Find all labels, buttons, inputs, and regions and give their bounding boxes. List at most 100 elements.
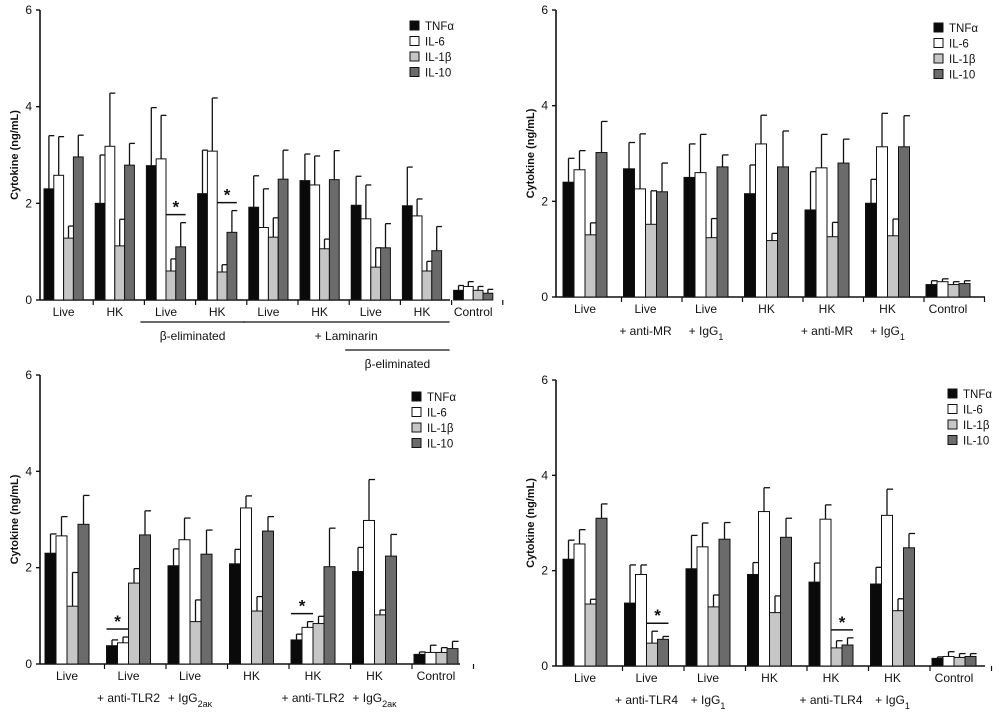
bar-il6 xyxy=(881,514,893,667)
bar-il10 xyxy=(656,191,668,298)
bar-il10 xyxy=(837,162,850,298)
y-tick-label: 0 xyxy=(541,290,548,304)
bar-il10 xyxy=(595,517,608,667)
legend-label-tnfa: TNFα xyxy=(963,389,992,401)
y-tick-label: 2 xyxy=(541,564,548,578)
bar-tnfa xyxy=(804,209,817,298)
bar-il10 xyxy=(903,547,915,667)
group-label-laminarin: + Laminarin xyxy=(315,329,378,343)
category-sublabel-igg1: + IgG1 xyxy=(875,693,910,711)
bar-il10 xyxy=(328,179,340,301)
category-label-hk: HK xyxy=(311,305,328,319)
bar-il1b xyxy=(319,248,330,301)
category-label-live: Live xyxy=(697,671,719,685)
bar-tnfa xyxy=(744,193,756,298)
bar-il1b xyxy=(128,582,140,665)
category-sublabel-igg2a: + IgG2aκ xyxy=(352,691,397,709)
bar-il6 xyxy=(360,218,372,301)
bar-tnfa xyxy=(683,176,696,298)
legend-swatch-tnfa xyxy=(947,388,958,399)
bar-il6 xyxy=(634,188,646,298)
bar-il1b xyxy=(472,289,484,301)
bar-tnfa xyxy=(562,558,575,667)
category-label-live: Live xyxy=(257,305,279,319)
bar-il6 xyxy=(942,655,955,667)
significance-star: * xyxy=(172,198,179,217)
group-label-eliminated: β-eliminated xyxy=(160,329,226,343)
legend-swatch-il1b xyxy=(409,51,420,62)
y-tick-label: 4 xyxy=(25,100,32,114)
bar-il1b xyxy=(435,651,448,665)
bar-il10 xyxy=(77,523,90,665)
bar-il10 xyxy=(277,178,289,301)
y-tick-label: 6 xyxy=(541,373,548,387)
bar-il10 xyxy=(595,152,608,298)
bar-il1b xyxy=(584,234,597,298)
category-label-control: Control xyxy=(417,669,456,683)
legend-label-il10: IL-10 xyxy=(425,68,451,80)
bar-il10 xyxy=(124,164,135,301)
legend-label-il1b: IL-1β xyxy=(427,423,454,435)
legend-label-il1b: IL-1β xyxy=(425,52,452,64)
bar-tnfa xyxy=(106,645,118,665)
bar-il1b xyxy=(312,623,325,665)
category-label-live: Live xyxy=(117,669,139,683)
y-axis-title: Cytokine (ng/mL) xyxy=(525,478,537,568)
bar-il1b xyxy=(769,612,781,667)
significance-star: * xyxy=(114,612,121,631)
bar-il6 xyxy=(635,573,647,667)
bar-tnfa xyxy=(94,202,106,301)
category-label-hk: HK xyxy=(209,305,226,319)
bar-tnfa xyxy=(299,180,311,301)
category-label-control: Control xyxy=(935,671,974,685)
bar-il6 xyxy=(55,535,68,665)
bar-tnfa xyxy=(350,204,362,301)
category-label-live: Live xyxy=(155,305,177,319)
bar-il6 xyxy=(694,172,707,298)
bar-il1b xyxy=(421,270,433,301)
bar-il1b xyxy=(584,603,597,667)
category-label-hk: HK xyxy=(879,302,896,316)
bar-il10 xyxy=(380,247,391,301)
group-label-eliminated: β-eliminated xyxy=(365,357,431,371)
bar-il6 xyxy=(758,511,770,667)
y-tick-label: 0 xyxy=(25,293,32,307)
bar-tnfa xyxy=(623,168,635,298)
category-sublabel-anti-mr: + anti-MR xyxy=(619,324,672,338)
category-label-control: Control xyxy=(929,302,968,316)
bar-il1b xyxy=(766,240,778,298)
bar-il10 xyxy=(898,146,910,298)
legend-swatch-il1b xyxy=(411,422,422,433)
category-sublabel-anti-tlr2: + anti-TLR2 xyxy=(97,691,160,705)
bar-il10 xyxy=(175,246,187,301)
bar-il10 xyxy=(718,538,731,667)
legend-swatch-il1b xyxy=(947,419,958,430)
legend-label-tnfa: TNFα xyxy=(949,23,978,35)
bar-tnfa xyxy=(870,583,882,667)
category-label-hk: HK xyxy=(243,669,260,683)
bar-tnfa xyxy=(925,284,938,298)
bar-il10 xyxy=(226,231,238,301)
bar-il6 xyxy=(309,184,321,301)
category-sublabel-igg1: + IgG1 xyxy=(689,324,724,342)
bar-tnfa xyxy=(808,581,821,667)
category-label-live: Live xyxy=(360,305,382,319)
bar-tnfa xyxy=(352,571,364,665)
bar-il6 xyxy=(696,546,709,667)
bar-il6 xyxy=(411,215,423,301)
bar-tnfa xyxy=(290,639,303,665)
bar-il6 xyxy=(936,281,949,298)
bar-il1b xyxy=(826,236,839,298)
category-label-live: Live xyxy=(574,302,596,316)
legend-label-il6: IL-6 xyxy=(949,39,969,51)
legend-swatch-il10 xyxy=(947,435,958,445)
bar-il10 xyxy=(657,638,669,667)
bar-il10 xyxy=(385,555,397,665)
panel-top-right-chart: 0 2 4 6 Cytokine (ng/mL) Live Live + anti-MR Liv… xyxy=(525,3,986,342)
bar-il6 xyxy=(155,158,167,301)
bar-il1b xyxy=(707,606,720,667)
y-tick-label: 0 xyxy=(25,657,32,671)
category-label-live: Live xyxy=(635,671,657,685)
category-sublabel-anti-mr: + anti-MR xyxy=(801,324,854,338)
category-label-hk: HK xyxy=(823,671,840,685)
